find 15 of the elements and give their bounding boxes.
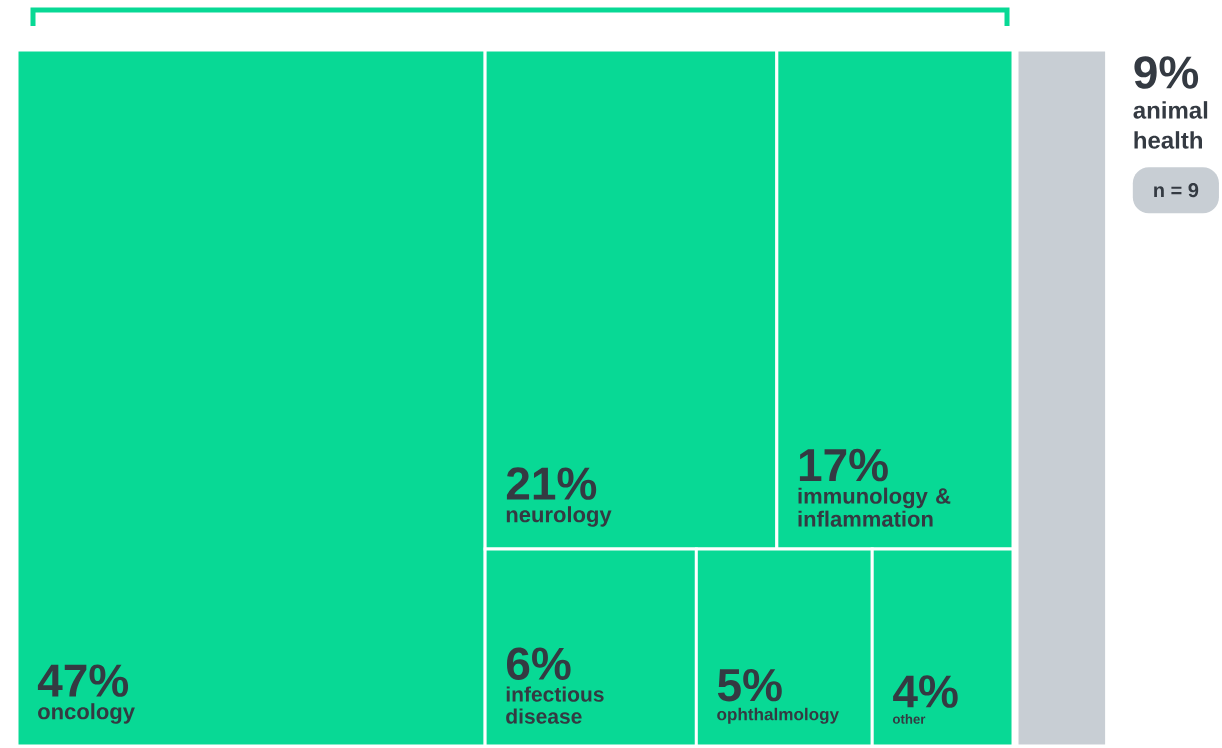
category-label: other — [892, 714, 926, 725]
data-label: 9% — [1134, 56, 1199, 90]
category-label: immunology & inflammation — [798, 487, 951, 528]
data-label: 6% — [506, 647, 571, 681]
category-label: infectious disease — [506, 686, 604, 725]
category-label: oncology — [38, 703, 135, 725]
category-label: animal health — [1133, 101, 1208, 150]
data-label: 17% — [799, 449, 888, 482]
data-label: 5% — [717, 669, 782, 702]
category-label: neurology — [506, 506, 612, 528]
data-label: 47% — [37, 664, 129, 698]
data-label: 21% — [506, 467, 597, 501]
text: n = 9 — [1154, 183, 1199, 198]
category-label: ophthalmology — [717, 708, 839, 725]
data-label: 4% — [893, 675, 958, 708]
